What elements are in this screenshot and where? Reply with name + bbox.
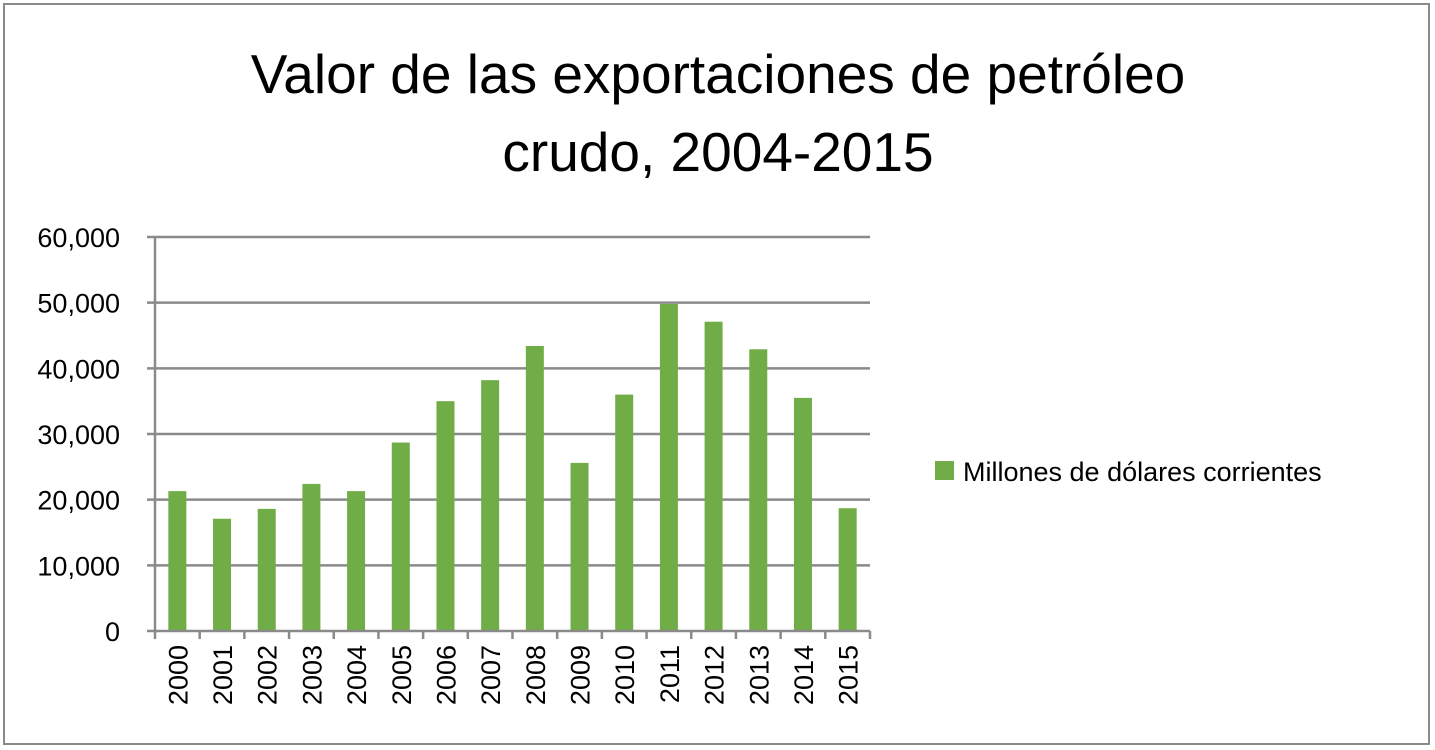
- x-tick-label: 2001: [208, 645, 238, 705]
- chart-title-line-1: Valor de las exportaciones de petróleo: [251, 43, 1186, 105]
- bar-2015: [838, 508, 857, 631]
- x-tick-label: 2004: [342, 645, 372, 705]
- x-tick-label: 2013: [744, 645, 774, 705]
- y-tick-label: 20,000: [37, 486, 120, 516]
- y-tick-label: 60,000: [37, 223, 120, 253]
- x-tick-label: 2015: [834, 645, 864, 705]
- y-tick-label: 50,000: [37, 289, 120, 319]
- bar-2006: [436, 401, 455, 631]
- x-tick-label: 2008: [521, 645, 551, 705]
- x-axis-tick-labels: 2000 2001 2002 2003 2004 2005 2006 2007 2008 2009…: [163, 645, 863, 705]
- x-tick-label: 2007: [476, 645, 506, 705]
- bar-2011: [659, 303, 678, 631]
- y-tick-label: 0: [105, 617, 120, 647]
- x-tick-label: 2014: [789, 645, 819, 705]
- bar-2002: [257, 508, 276, 631]
- axes: [147, 237, 872, 639]
- x-tick-label: 2002: [253, 645, 283, 705]
- x-tick-label: 2003: [297, 645, 327, 705]
- bar-2003: [302, 483, 321, 631]
- bar-2010: [615, 394, 634, 631]
- legend: Millones de dólares corrientes: [935, 457, 1322, 487]
- chart-title-line-2: crudo, 2004-2015: [502, 121, 933, 183]
- bar-2005: [391, 442, 410, 631]
- y-tick-label: 10,000: [37, 551, 120, 581]
- x-tick-label: 2000: [163, 645, 193, 705]
- bar-2004: [347, 491, 366, 631]
- bar-2013: [749, 349, 768, 631]
- x-tick-label: 2011: [655, 645, 685, 703]
- bar-2008: [525, 346, 544, 631]
- bar-2001: [213, 518, 232, 631]
- bars: [168, 303, 857, 631]
- bar-2009: [570, 462, 589, 631]
- legend-swatch: [935, 461, 954, 480]
- y-tick-label: 40,000: [37, 354, 120, 384]
- x-tick-label: 2010: [610, 645, 640, 705]
- chart-title: Valor de las exportaciones de petróleo c…: [251, 43, 1186, 183]
- bar-2000: [168, 491, 187, 631]
- bar-2014: [793, 397, 812, 631]
- x-tick-label: 2006: [431, 645, 461, 705]
- bar-2012: [704, 321, 723, 631]
- x-tick-label: 2005: [387, 645, 417, 705]
- x-tick-label: 2009: [566, 645, 596, 705]
- y-axis-tick-labels: 60,000 50,000 40,000 30,000 20,000 10,000 0: [37, 223, 120, 647]
- x-tick-label: 2012: [700, 645, 730, 705]
- y-tick-label: 30,000: [37, 420, 120, 450]
- legend-label: Millones de dólares corrientes: [963, 457, 1322, 487]
- bar-2007: [481, 380, 500, 631]
